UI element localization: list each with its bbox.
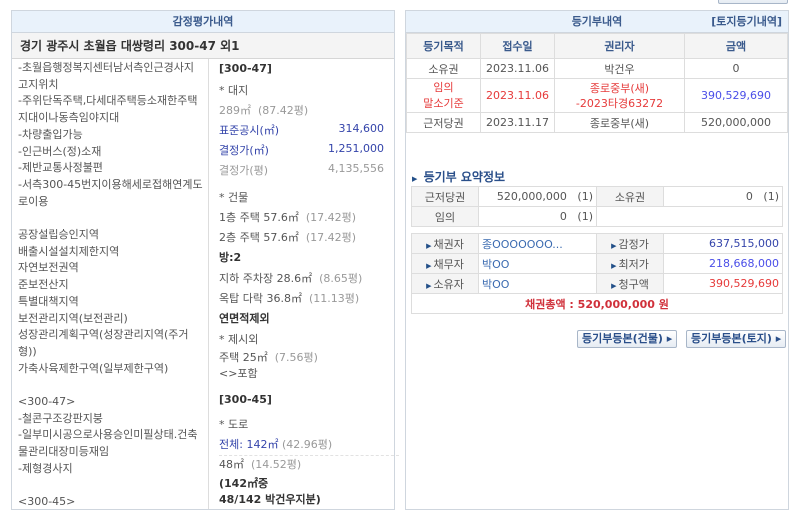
- appraisal-title: 감정평가내역: [12, 11, 394, 33]
- total-claims: 채권총액 : 520,000,000 원: [411, 293, 783, 314]
- extra-item: 주택 25㎡ (7.56평): [219, 351, 318, 364]
- road-share: 48㎡ (14.52평): [219, 458, 302, 471]
- value: 520,000,000 (1): [478, 186, 597, 207]
- decided-price-row: 결정가(㎡) 1,251,000: [219, 142, 384, 157]
- registry-table: 등기목적 접수일 권리자 금액 소유권 2023.11.06 박건우 0 임의 …: [406, 33, 788, 133]
- registry-panel: 등기부내역 [토지등기내역] 등기목적 접수일 권리자 금액 소유권 2023.…: [405, 10, 789, 510]
- summary-row: ▶ 채권자 종OOOOOOO... ▶ 감정가 637,515,000: [411, 233, 783, 254]
- rooftop: 옥탑 다락 36.8㎡ (11.13평): [219, 292, 360, 305]
- label: 근저당권: [411, 186, 479, 207]
- column-divider: [208, 59, 209, 509]
- summary-title: ▶ 등기부 요약정보: [412, 170, 506, 184]
- building-registry-button[interactable]: 등기부등본(건물) ▸: [577, 330, 678, 348]
- appraisal-panel: 감정평가내역 경기 광주시 초월읍 대쌍령리 300-47 외1 -초월읍행정복…: [11, 10, 399, 510]
- table-row: 소유권 2023.11.06 박건우 0: [406, 58, 788, 79]
- claim-value: 390,529,690: [663, 273, 783, 294]
- holder: 박건우: [554, 58, 685, 79]
- summary-detail-table: ▶ 채권자 종OOOOOOO... ▶ 감정가 637,515,000 ▶ 채무자 박…: [411, 233, 783, 314]
- summary-row: 근저당권 520,000,000 (1) 소유권 0 (1): [411, 186, 783, 207]
- road-total: 전체: 142㎡ (42.96평): [219, 436, 399, 456]
- owner: 박OO: [478, 273, 597, 294]
- floor1: 1층 주택 57.6㎡ (17.42평): [219, 211, 357, 224]
- amount: 390,529,690: [684, 78, 788, 113]
- minimum-value: 218,668,000: [663, 253, 783, 274]
- extra-heading: * 제시외: [219, 333, 259, 346]
- included-note: <>포함: [219, 367, 258, 380]
- road-heading: * 도로: [219, 418, 249, 431]
- summary-row: ▶ 채무자 박OO ▶ 최저가 218,668,000: [411, 253, 783, 274]
- summary-row: 임의 0 (1): [411, 206, 783, 227]
- triangle-right-icon: ▶: [412, 175, 418, 183]
- std-price-row: 표준공시(㎡) 314,600: [219, 122, 384, 137]
- lot-label: [300-47]: [219, 62, 272, 75]
- registry-title: 등기부내역 [토지등기내역]: [406, 11, 788, 33]
- col-amount: 금액: [684, 33, 788, 59]
- decided-pyeong-row: 결정가(평) 4,135,556: [219, 162, 384, 177]
- debtor: 박OO: [478, 253, 597, 274]
- label: 임의: [411, 206, 479, 227]
- creditor: 종OOOOOOO...: [478, 233, 597, 254]
- summary-count-table: 근저당권 520,000,000 (1) 소유권 0 (1) 임의 0 (1): [411, 186, 783, 227]
- land-registry-link[interactable]: [토지등기내역]: [711, 15, 782, 28]
- top-partial-button[interactable]: [718, 0, 788, 4]
- registry-header-row: 등기목적 접수일 권리자 금액: [406, 33, 788, 59]
- share-note-2: 48/142 박건우지분): [219, 493, 321, 506]
- excluded-note: 연면적제외: [219, 312, 270, 325]
- summary-row: ▶ 소유자 박OO ▶ 청구액 390,529,690: [411, 273, 783, 294]
- purpose: 소유권: [406, 58, 481, 79]
- value: 0 (1): [663, 186, 783, 207]
- share-note-1: (142㎡중: [219, 477, 269, 490]
- claim-label: ▶ 청구액: [596, 273, 664, 294]
- table-row-base: 임의 말소기준 2023.11.06 종로중부(새) -2023타경63272 …: [406, 78, 788, 113]
- rooms: 방:2: [219, 251, 242, 264]
- location-description: -초월읍행정복지센터남서측인근경사지고지위치 -주위단독주택,다세대주택등소재한…: [18, 61, 203, 509]
- appraisal-value: 637,515,000: [663, 233, 783, 254]
- col-holder: 권리자: [554, 33, 685, 59]
- date: 2023.11.06: [480, 58, 555, 79]
- property-address: 경기 광주시 초월읍 대쌍령리 300-47 외1: [12, 33, 394, 59]
- value: 0 (1): [478, 206, 597, 227]
- col-date: 접수일: [480, 33, 555, 59]
- lot2-label: [300-45]: [219, 393, 272, 406]
- purpose: 근저당권: [406, 112, 481, 133]
- land-area: 289㎡ (87.42평): [219, 104, 309, 117]
- land-heading: * 대지: [219, 84, 249, 97]
- holder: 종로중부(새) -2023타경63272: [554, 78, 685, 113]
- date: 2023.11.06: [480, 78, 555, 113]
- table-row: 근저당권 2023.11.17 종로중부(새) 520,000,000: [406, 112, 788, 133]
- empty-cell: [596, 206, 783, 227]
- appraisal-label: ▶ 감정가: [596, 233, 664, 254]
- creditor-label: ▶ 채권자: [411, 233, 479, 254]
- amount: 0: [684, 58, 788, 79]
- purpose: 임의 말소기준: [406, 78, 481, 113]
- debtor-label: ▶ 채무자: [411, 253, 479, 274]
- building-heading: * 건물: [219, 191, 249, 204]
- owner-label: ▶ 소유자: [411, 273, 479, 294]
- total-row: 채권총액 : 520,000,000 원: [411, 293, 783, 314]
- date: 2023.11.17: [480, 112, 555, 133]
- col-purpose: 등기목적: [406, 33, 481, 59]
- floor2: 2층 주택 57.6㎡ (17.42평): [219, 231, 357, 244]
- land-registry-button[interactable]: 등기부등본(토지) ▸: [686, 330, 787, 348]
- minimum-label: ▶ 최저가: [596, 253, 664, 274]
- label: 소유권: [596, 186, 664, 207]
- amount: 520,000,000: [684, 112, 788, 133]
- holder: 종로중부(새): [554, 112, 685, 133]
- basement: 지하 주차장 28.6㎡ (8.65평): [219, 272, 363, 285]
